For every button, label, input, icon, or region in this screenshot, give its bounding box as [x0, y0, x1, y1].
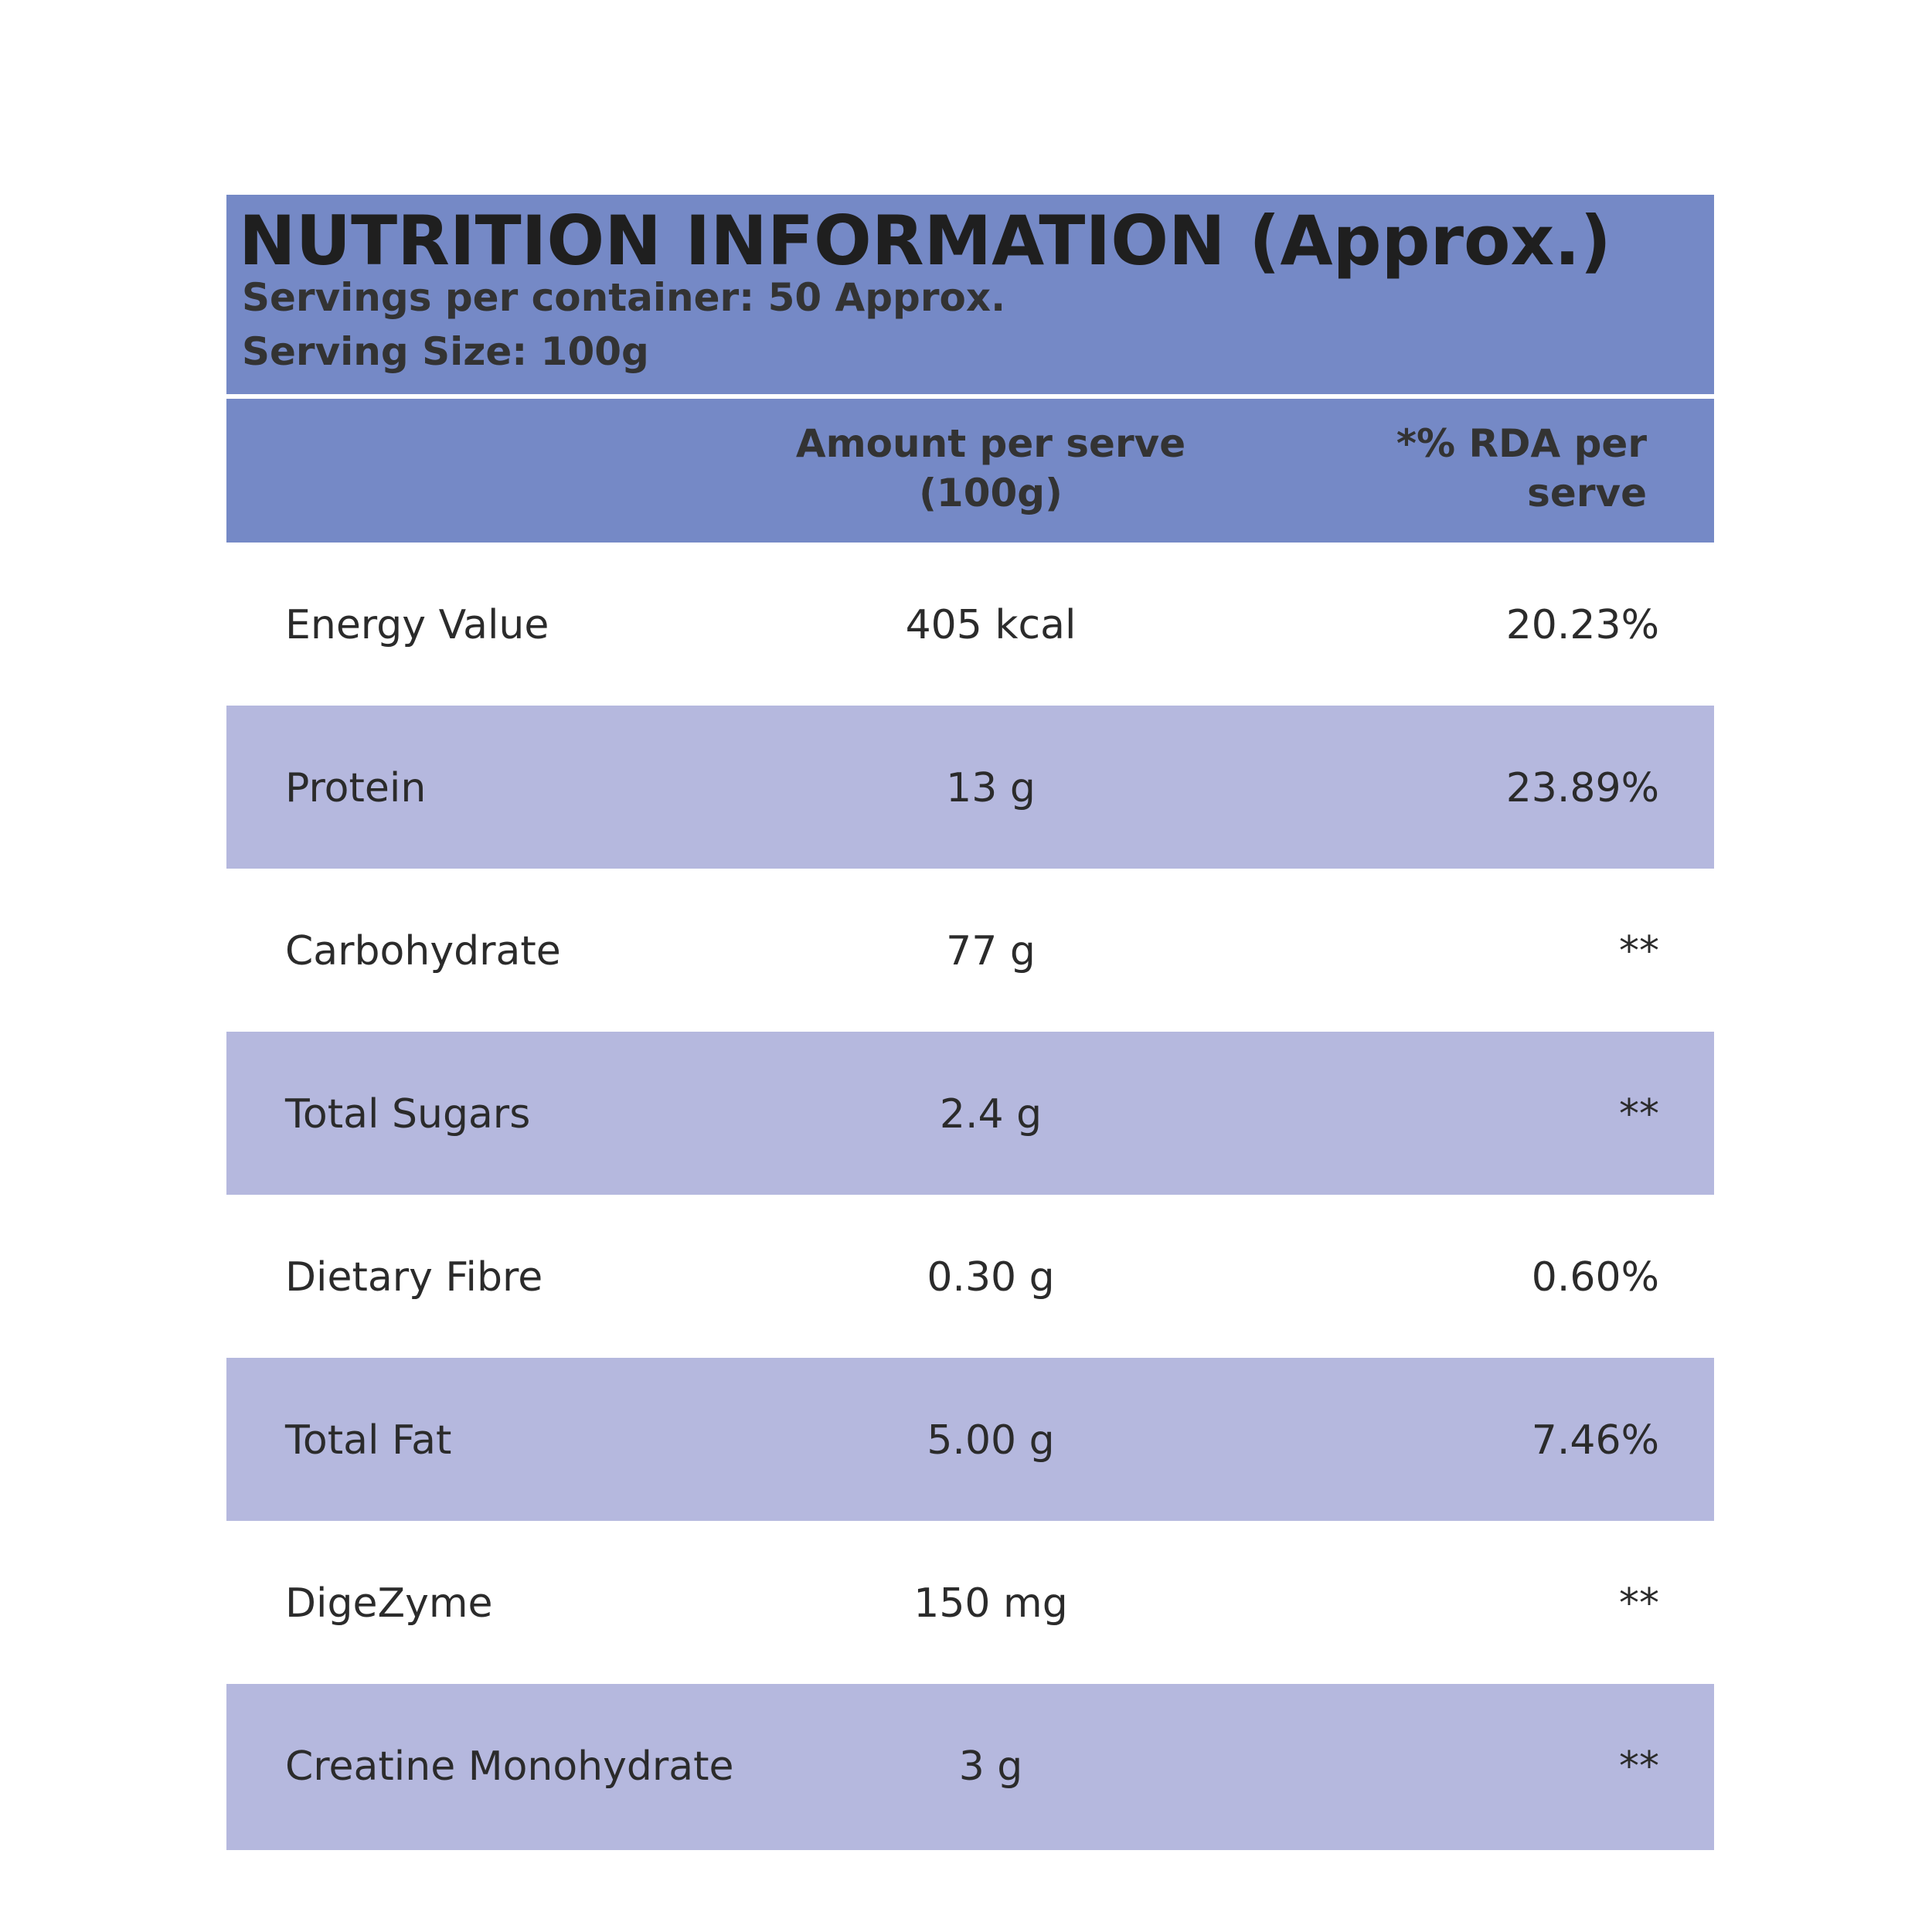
nutrient-name: Total Sugars	[285, 1091, 531, 1138]
table-row: Carbohydrate 77 g **	[226, 869, 1714, 1035]
rda: 23.89%	[1505, 765, 1659, 811]
rda: **	[1619, 1091, 1659, 1138]
table-row: Protein 13 g 23.89%	[226, 706, 1714, 872]
amount: 405 kcal	[905, 602, 1077, 648]
servings-line: Servings per container: 50 Approx.	[242, 275, 1006, 320]
table-row: Total Fat 5.00 g 7.46%	[226, 1358, 1714, 1524]
serving-size-line: Serving Size: 100g	[242, 329, 649, 374]
rda: **	[1619, 928, 1659, 975]
title: NUTRITION INFORMATION (Approx.)	[239, 201, 1611, 281]
amount: 0.30 g	[927, 1254, 1055, 1301]
table-row: Dietary Fibre 0.30 g 0.60%	[226, 1195, 1714, 1361]
nutrient-name: Protein	[285, 765, 427, 811]
nutrient-name: Creatine Monohydrate	[285, 1743, 734, 1790]
nutrient-name: Energy Value	[285, 602, 549, 648]
amount: 3 g	[958, 1743, 1023, 1790]
title-band: NUTRITION INFORMATION (Approx.) Servings…	[226, 195, 1714, 394]
amount: 5.00 g	[927, 1417, 1055, 1464]
rda: **	[1619, 1580, 1659, 1627]
amount: 13 g	[946, 765, 1036, 811]
amount: 77 g	[946, 928, 1036, 975]
rda: 0.60%	[1531, 1254, 1659, 1301]
table-row: Total Sugars 2.4 g **	[226, 1032, 1714, 1198]
nutrition-panel: NUTRITION INFORMATION (Approx.) Servings…	[226, 195, 1714, 1850]
nutrient-name: Carbohydrate	[285, 928, 561, 975]
table-row: DigeZyme 150 mg **	[226, 1521, 1714, 1687]
table-row: Creatine Monohydrate 3 g **	[226, 1684, 1714, 1850]
rda: **	[1619, 1743, 1659, 1790]
table-row: Energy Value 405 kcal 20.23%	[226, 543, 1714, 709]
rda: 7.46%	[1531, 1417, 1659, 1464]
nutrient-name: Dietary Fibre	[285, 1254, 543, 1301]
amount: 150 mg	[913, 1580, 1068, 1627]
column-header: Amount per serve (100g)	[795, 421, 1186, 515]
column-header-band: Amount per serve (100g) *% RDA per serve	[226, 399, 1714, 543]
rda: 20.23%	[1505, 602, 1659, 648]
nutrient-name: Total Fat	[285, 1417, 452, 1464]
amount: 2.4 g	[939, 1091, 1043, 1138]
column-header: *% RDA per serve	[1396, 421, 1647, 515]
nutrient-name: DigeZyme	[285, 1580, 493, 1627]
